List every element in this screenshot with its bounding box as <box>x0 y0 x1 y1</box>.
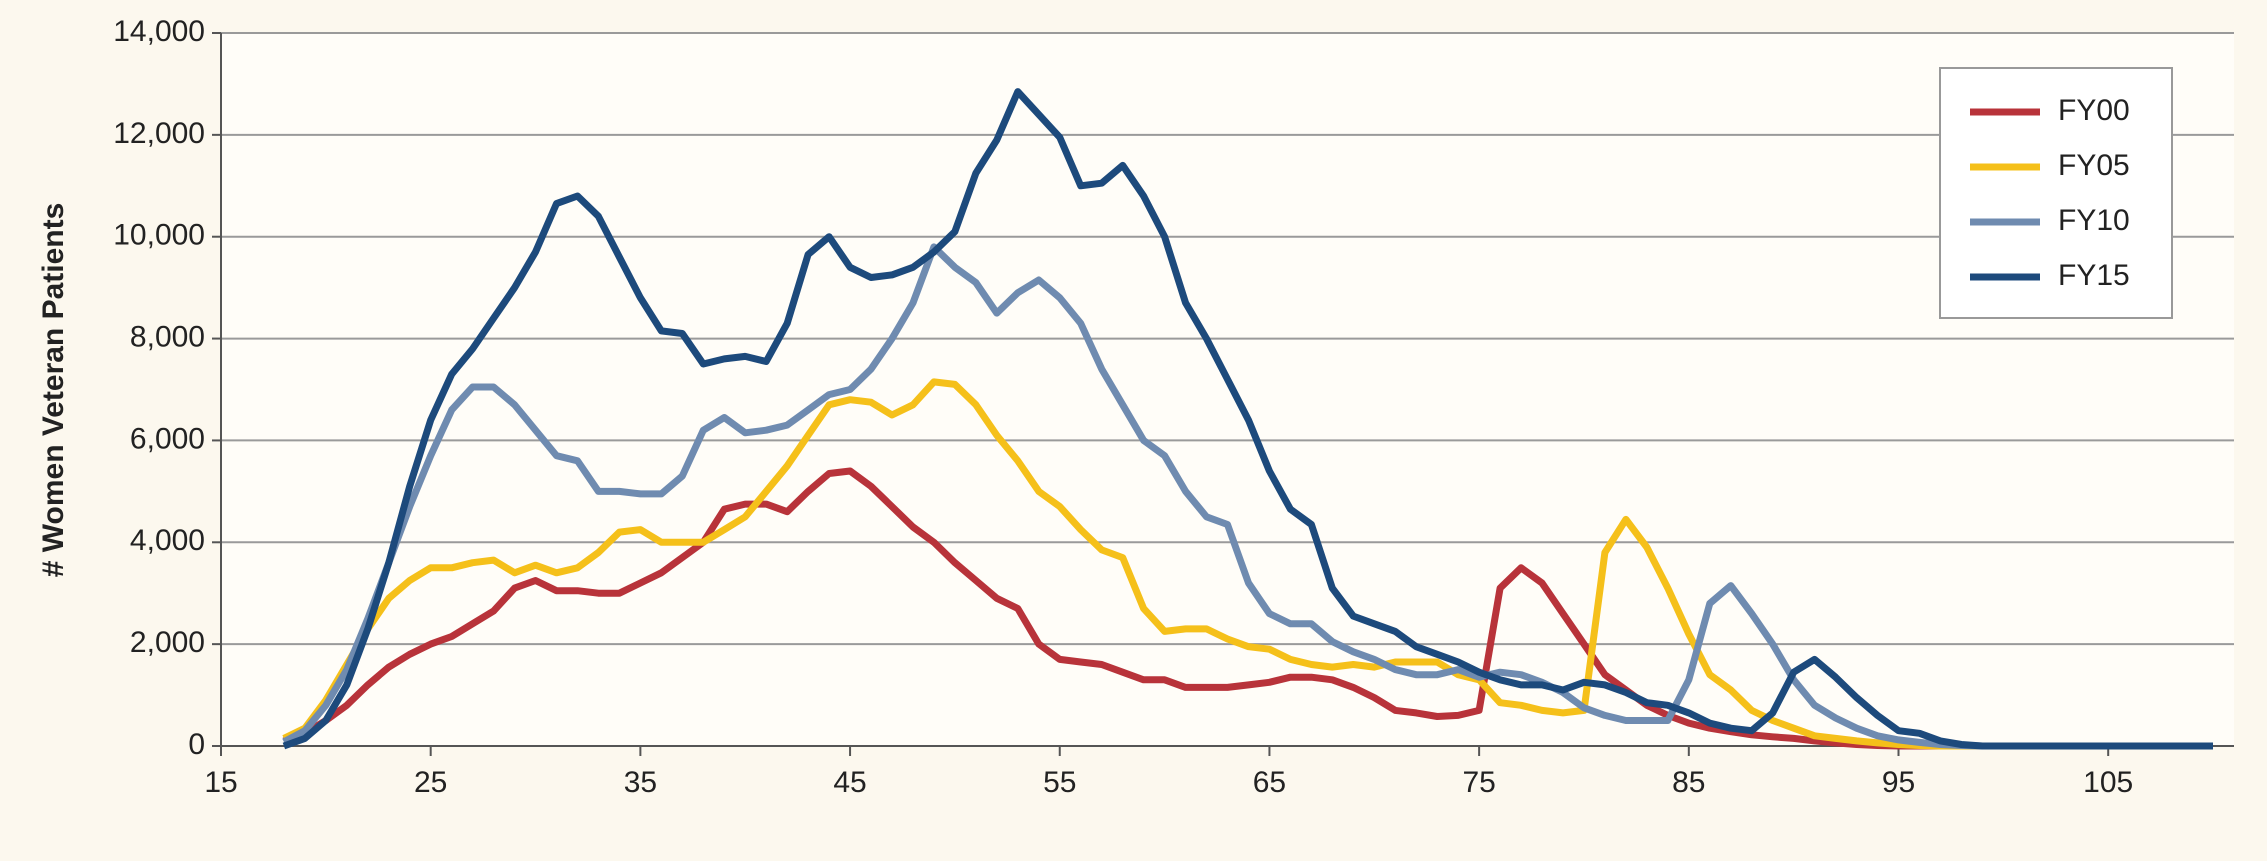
y-tick-label: 10,000 <box>113 219 205 252</box>
y-tick-label: 6,000 <box>130 422 205 455</box>
y-tick-label: 0 <box>188 728 205 761</box>
legend-label: FY10 <box>2058 204 2130 237</box>
x-tick-label: 65 <box>1253 766 1286 799</box>
y-tick-label: 2,000 <box>130 626 205 659</box>
y-tick-label: 8,000 <box>130 320 205 353</box>
x-tick-label: 15 <box>204 766 237 799</box>
legend-label: FY00 <box>2058 94 2130 127</box>
x-tick-label: 45 <box>833 766 866 799</box>
y-tick-label: 14,000 <box>113 15 205 48</box>
y-tick-label: 12,000 <box>113 117 205 150</box>
x-tick-label: 85 <box>1672 766 1705 799</box>
data-line <box>282 88 2213 750</box>
data-line <box>282 243 2213 750</box>
x-tick-label: 75 <box>1462 766 1495 799</box>
y-axis-label: # Women Veteran Patients <box>37 203 70 578</box>
x-tick-label: 55 <box>1043 766 1076 799</box>
legend-label: FY15 <box>2058 259 2130 292</box>
x-tick-label: 25 <box>414 766 447 799</box>
x-tick-label: 95 <box>1882 766 1915 799</box>
x-tick-label: 35 <box>624 766 657 799</box>
x-tick-label: 105 <box>2083 766 2133 799</box>
data-line <box>282 378 2213 750</box>
legend-label: FY05 <box>2058 149 2130 182</box>
plot-area <box>221 33 2234 746</box>
y-tick-label: 4,000 <box>130 524 205 557</box>
